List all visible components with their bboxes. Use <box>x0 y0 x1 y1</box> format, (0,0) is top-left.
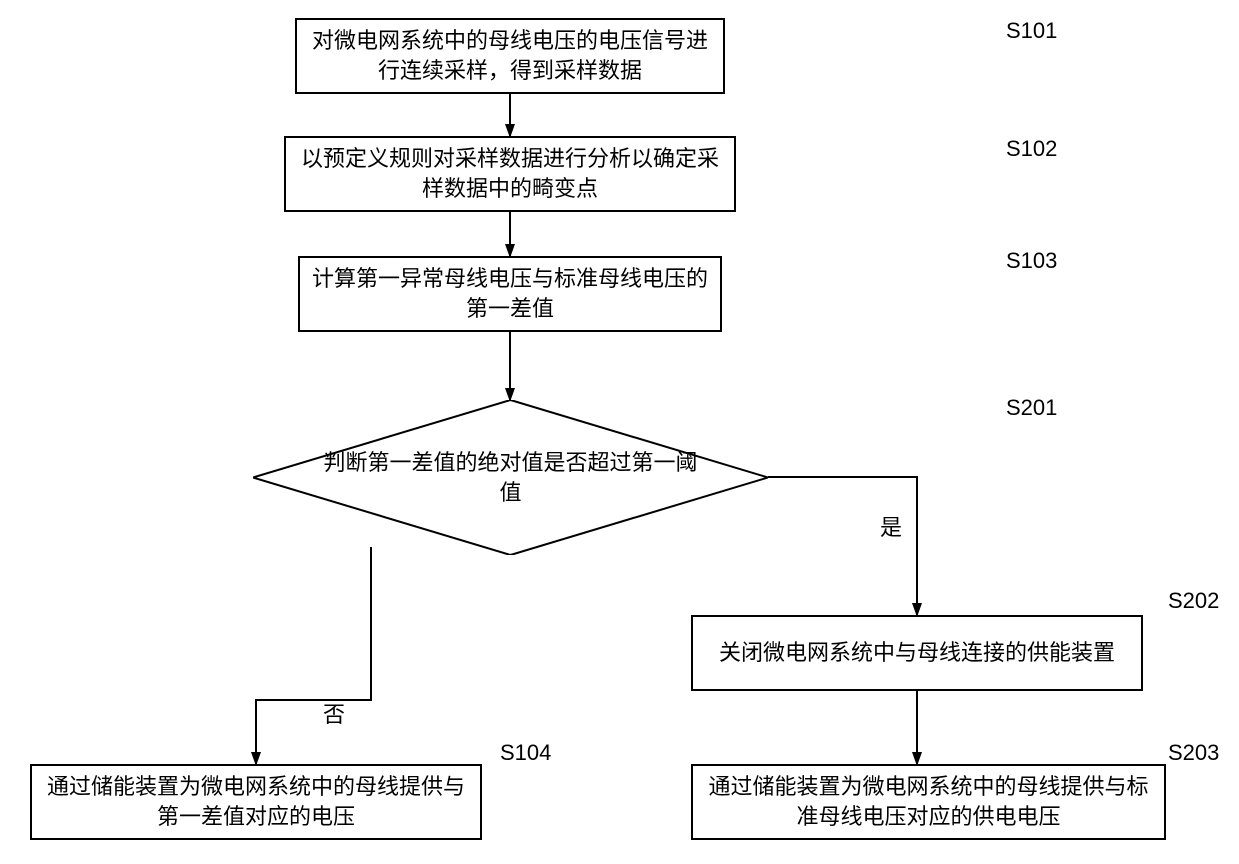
node-text: 通过储能装置为微电网系统中的母线提供与第一差值对应的电压 <box>44 772 468 831</box>
node-s202: 关闭微电网系统中与母线连接的供能装置 <box>691 615 1143 691</box>
step-label-s104: S104 <box>500 740 551 766</box>
edge-label-s201-s104: 否 <box>323 697 345 729</box>
step-label-s102: S102 <box>1006 136 1057 162</box>
node-text: 关闭微电网系统中与母线连接的供能装置 <box>719 638 1115 668</box>
node-text: 计算第一异常母线电压与标准母线电压的第一差值 <box>312 264 708 323</box>
node-s102: 以预定义规则对采样数据进行分析以确定采样数据中的畸变点 <box>284 136 736 212</box>
step-label-s103: S103 <box>1006 248 1057 274</box>
step-label-s101: S101 <box>1006 18 1057 44</box>
node-text: 对微电网系统中的母线电压的电压信号进行连续采样，得到采样数据 <box>309 26 711 85</box>
node-s101: 对微电网系统中的母线电压的电压信号进行连续采样，得到采样数据 <box>295 18 725 94</box>
node-text: 通过储能装置为微电网系统中的母线提供与标准母线电压对应的供电电压 <box>705 772 1152 831</box>
node-s201: 判断第一差值的绝对值是否超过第一阈值 <box>253 400 768 555</box>
edge-label-s201-s202: 是 <box>880 510 902 542</box>
step-label-s201: S201 <box>1006 395 1057 421</box>
node-s203: 通过储能装置为微电网系统中的母线提供与标准母线电压对应的供电电压 <box>691 764 1166 840</box>
step-label-s203: S203 <box>1168 740 1219 766</box>
step-label-s202: S202 <box>1168 588 1219 614</box>
node-s103: 计算第一异常母线电压与标准母线电压的第一差值 <box>298 256 722 332</box>
node-s104: 通过储能装置为微电网系统中的母线提供与第一差值对应的电压 <box>30 764 482 840</box>
edge-s201-s202 <box>768 477 917 615</box>
edge-s201-s104 <box>256 547 371 764</box>
node-text: 判断第一差值的绝对值是否超过第一阈值 <box>313 448 708 507</box>
node-text: 以预定义规则对采样数据进行分析以确定采样数据中的畸变点 <box>298 144 722 203</box>
